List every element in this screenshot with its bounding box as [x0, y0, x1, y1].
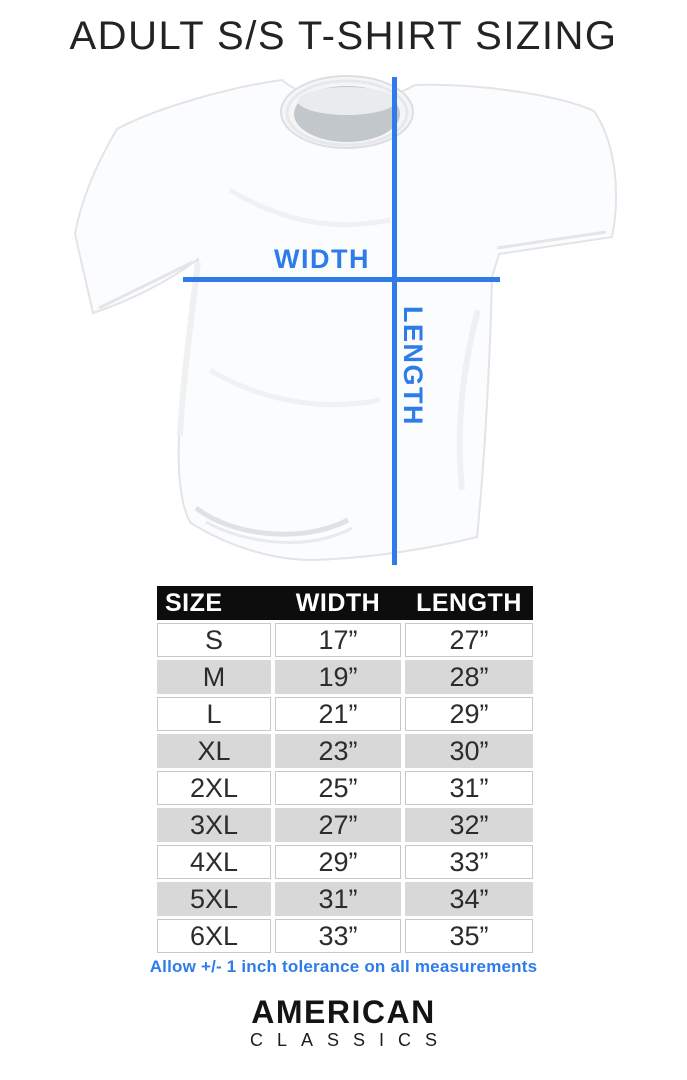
table-row: XL 23” 30” [157, 734, 533, 768]
bottom-hem-fold [194, 506, 350, 537]
tshirt-measurement-diagram: WIDTH LENGTH [0, 70, 687, 575]
tshirt-image: WIDTH LENGTH [73, 75, 617, 565]
cell-length: 31” [405, 771, 533, 805]
header-length: LENGTH [416, 589, 522, 617]
cell-length: 29” [405, 697, 533, 731]
cell-size: 3XL [157, 808, 271, 842]
side-shading [456, 309, 481, 491]
size-table-header: SIZE WIDTH LENGTH [157, 586, 533, 620]
table-row: S 17” 27” [157, 623, 533, 657]
cell-width: 29” [275, 845, 401, 879]
header-size: SIZE [165, 589, 223, 617]
tshirt-body-shape [73, 78, 617, 562]
table-row: 4XL 29” 33” [157, 845, 533, 879]
table-row: M 19” 28” [157, 660, 533, 694]
size-chart-table: SIZE WIDTH LENGTH S 17” 27” M 19” 28” L … [157, 586, 533, 953]
cell-size: S [157, 623, 271, 657]
cell-length: 28” [405, 660, 533, 694]
side-shading [177, 261, 201, 437]
cell-width: 25” [275, 771, 401, 805]
header-width: WIDTH [295, 589, 381, 617]
brand-name-classics: CLASSICS [249, 1030, 452, 1050]
width-label: WIDTH [274, 244, 370, 274]
bottom-hem-stitch [205, 520, 353, 544]
wrinkle-shading [208, 367, 381, 408]
size-table-body: S 17” 27” M 19” 28” L 21” 29” XL 23” 30”… [157, 623, 533, 953]
table-row: L 21” 29” [157, 697, 533, 731]
wrinkle-shading [228, 187, 391, 228]
cell-width: 23” [275, 734, 401, 768]
cell-length: 35” [405, 919, 533, 953]
left-sleeve-hem [98, 260, 194, 310]
cell-length: 32” [405, 808, 533, 842]
cell-width: 17” [275, 623, 401, 657]
cell-width: 31” [275, 882, 401, 916]
length-label: LENGTH [398, 306, 428, 426]
cell-size: 5XL [157, 882, 271, 916]
cell-length: 33” [405, 845, 533, 879]
cell-size: 2XL [157, 771, 271, 805]
table-row: 5XL 31” 34” [157, 882, 533, 916]
cell-size: XL [157, 734, 271, 768]
collar-rib-band [285, 79, 409, 147]
table-row: 6XL 33” 35” [157, 919, 533, 953]
collar-back-neck [298, 87, 396, 115]
brand-name-american: AMERICAN [251, 994, 436, 1030]
cell-size: L [157, 697, 271, 731]
length-measure-line [392, 77, 397, 565]
cell-width: 21” [275, 697, 401, 731]
cell-width: 19” [275, 660, 401, 694]
cell-width: 27” [275, 808, 401, 842]
cell-size: M [157, 660, 271, 694]
cell-size: 4XL [157, 845, 271, 879]
cell-length: 34” [405, 882, 533, 916]
cell-width: 33” [275, 919, 401, 953]
cell-length: 27” [405, 623, 533, 657]
cell-length: 30” [405, 734, 533, 768]
right-sleeve-hem [496, 230, 607, 250]
tolerance-note: Allow +/- 1 inch tolerance on all measur… [149, 957, 538, 976]
page-title: ADULT S/S T-SHIRT SIZING [69, 14, 618, 58]
width-measure-line [183, 277, 500, 282]
brand-logo: AMERICAN CLASSICS [0, 995, 687, 1051]
table-row: 2XL 25” 31” [157, 771, 533, 805]
cell-size: 6XL [157, 919, 271, 953]
table-row: 3XL 27” 32” [157, 808, 533, 842]
